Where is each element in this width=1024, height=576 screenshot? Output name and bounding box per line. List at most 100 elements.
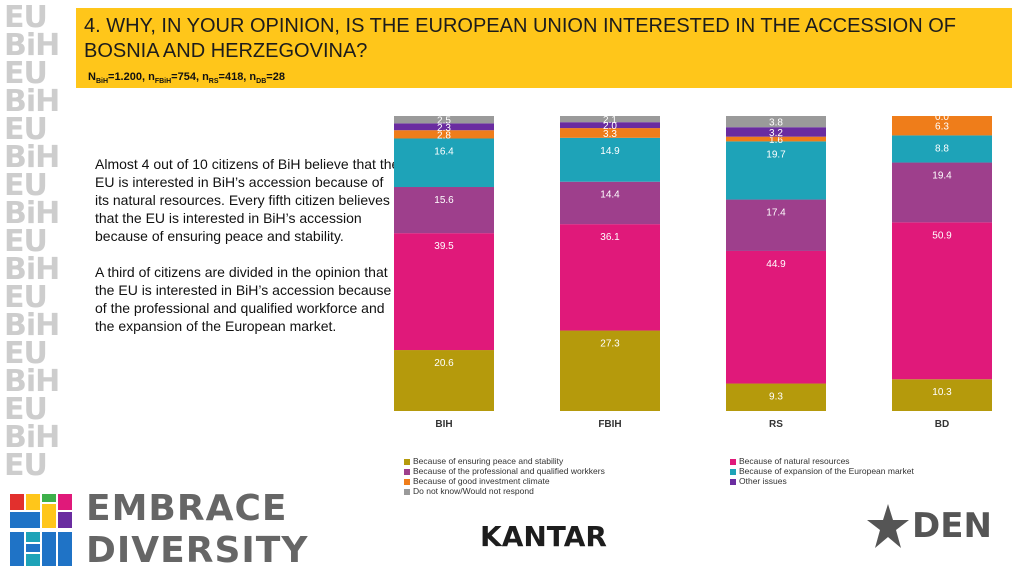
header-banner: 4. WHY, IN YOUR OPINION, IS THE EUROPEAN…	[76, 8, 1012, 88]
bar-segment-bd-1	[892, 222, 992, 380]
bar-segment-bd-0	[892, 379, 992, 411]
bar-segment-rs-4	[726, 136, 826, 142]
summary-paragraph-1: Almost 4 out of 10 citizens of BiH belie…	[95, 156, 400, 244]
bar-segment-bih-0	[394, 350, 494, 411]
sample-n2: n	[148, 71, 155, 83]
legend-item: Because of ensuring peace and stability	[404, 456, 563, 466]
sample-bih-sub: BiH	[95, 78, 109, 86]
data-label-fbih-2: 14.4	[600, 190, 620, 201]
bar-segment-bih-2	[394, 187, 494, 234]
sample-rs-val: =418,	[218, 71, 250, 83]
category-label-bd: BD	[935, 419, 949, 430]
legend-item: Because of natural resources	[730, 456, 850, 466]
bar-segment-bd-2	[892, 162, 992, 223]
data-label-rs-4: 1.6	[769, 135, 783, 146]
bar-segment-bih-3	[394, 138, 494, 188]
data-label-bih-1: 39.5	[434, 241, 454, 252]
bar-segment-bih-5	[394, 123, 494, 131]
data-label-bd-2: 19.4	[932, 171, 952, 182]
summary-text: Almost 4 out of 10 citizens of BiH belie…	[95, 155, 400, 353]
data-label-bih-6: 2.5	[437, 116, 451, 127]
data-label-rs-0: 9.3	[769, 392, 783, 403]
data-label-bd-5: 0.0	[935, 112, 949, 123]
data-label-bd-3: 8.8	[935, 143, 949, 154]
category-label-rs: RS	[769, 419, 783, 430]
data-label-fbih-0: 27.3	[600, 339, 620, 350]
bar-segment-fbih-1	[560, 224, 660, 331]
embrace-diversity-logo: EMBRACE DIVERSITY	[6, 488, 307, 574]
data-label-bih-4: 2.8	[437, 130, 451, 141]
bar-segment-bd-3	[892, 135, 992, 163]
sample-fbih-sub: FBiH	[154, 78, 172, 86]
legend-label: Because of the professional and qualifie…	[413, 466, 605, 476]
bar-segment-rs-6	[726, 116, 826, 128]
kantar-logo: KANTAR	[480, 520, 607, 553]
data-label-rs-3: 19.7	[766, 149, 786, 160]
legend-swatch	[404, 488, 410, 495]
decorative-letter-strip: EU BiH EU BiH EU BiH EU BiH EU BiH EU Bi…	[0, 0, 70, 486]
data-label-bd-4: 6.3	[935, 122, 949, 133]
data-label-rs-5: 3.2	[769, 128, 783, 139]
legend-item: Because of the professional and qualifie…	[404, 466, 605, 476]
sample-db-sub: DB	[256, 78, 267, 86]
legend-item: Because of good investment climate	[404, 476, 550, 486]
category-label-bih: BIH	[435, 419, 452, 430]
legend-label: Because of natural resources	[739, 456, 850, 466]
sample-n4: n	[249, 71, 257, 83]
data-label-fbih-5: 2.0	[603, 121, 617, 132]
bar-segment-fbih-6	[560, 116, 660, 123]
legend-label: Because of ensuring peace and stability	[413, 456, 564, 466]
bar-segment-fbih-2	[560, 181, 660, 225]
data-label-bih-2: 15.6	[434, 195, 454, 206]
den-logo: DEN	[866, 500, 996, 556]
bar-segment-fbih-0	[560, 330, 660, 411]
sample-n: N	[88, 71, 96, 83]
category-label-fbih: FBIH	[598, 419, 621, 430]
sample-n3: n	[202, 71, 209, 83]
data-label-bih-3: 16.4	[434, 146, 454, 157]
sample-size: NBiH=1.200, nFBiH=754, nRS=418, nDB=28	[88, 71, 285, 85]
bar-segment-rs-3	[726, 141, 826, 200]
data-label-rs-1: 44.9	[766, 259, 786, 270]
legend-label: Because of expansion of the European mar…	[739, 466, 914, 476]
legend-swatch	[730, 468, 736, 475]
data-label-rs-6: 3.8	[769, 118, 783, 129]
data-label-fbih-4: 3.3	[603, 129, 617, 140]
strip-letters: EU BiH EU BiH EU BiH EU BiH EU BiH EU Bi…	[4, 0, 60, 483]
bar-segment-fbih-3	[560, 137, 660, 182]
data-label-bd-1: 50.9	[932, 230, 952, 241]
bar-segment-bih-1	[394, 233, 494, 351]
stacked-bar-chart: 20.6 39.5 15.6 16.4 2.82.32.5 BIH 27.3 36.1 14.4…	[394, 112, 992, 430]
bar-segment-rs-0	[726, 383, 826, 411]
data-label-fbih-3: 14.9	[600, 146, 620, 157]
legend-swatch	[404, 468, 410, 475]
page-title: 4. WHY, IN YOUR OPINION, IS THE EUROPEAN…	[84, 15, 957, 62]
bar-segment-rs-5	[726, 127, 826, 137]
diversity-text: DIVERSITY	[86, 530, 309, 571]
den-star-icon	[867, 504, 909, 548]
legend-label: Do not know/Would not respond	[413, 486, 534, 496]
bar-segment-fbih-5	[560, 122, 660, 129]
legend-swatch	[404, 458, 410, 465]
sample-bih-val: =1.200,	[108, 71, 149, 83]
bar-segment-rs-2	[726, 199, 826, 251]
legend-label: Other issues	[739, 476, 787, 486]
den-text: DEN	[912, 506, 992, 546]
legend-item: Do not know/Would not respond	[404, 486, 534, 496]
bar-segment-bih-4	[394, 130, 494, 139]
data-label-rs-2: 17.4	[766, 208, 786, 219]
legend-swatch	[730, 478, 736, 485]
sample-rs-sub: RS	[208, 78, 219, 86]
bar-segment-fbih-4	[560, 128, 660, 138]
sample-fbih-val: =754,	[171, 71, 203, 83]
sample-db-val: =28	[266, 71, 285, 83]
bar-segment-bd-4	[892, 116, 992, 136]
summary-paragraph-2: A third of citizens are divided in the o…	[95, 264, 392, 334]
bieu-mark-icon	[10, 494, 72, 566]
legend-label: Because of good investment climate	[413, 476, 550, 486]
bar-segment-bih-6	[394, 116, 494, 124]
data-label-bd-0: 10.3	[932, 387, 952, 398]
legend-item: Because of expansion of the European mar…	[730, 466, 914, 476]
data-label-bih-5: 2.3	[437, 123, 451, 134]
bar-segment-rs-1	[726, 250, 826, 384]
